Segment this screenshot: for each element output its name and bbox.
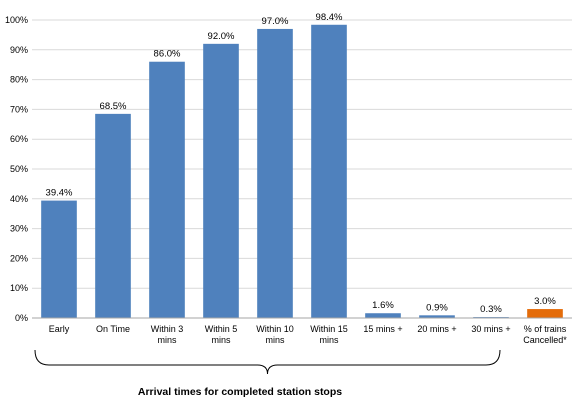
category-label: Early xyxy=(49,324,70,334)
data-label: 0.9% xyxy=(426,302,448,313)
y-tick-label: 80% xyxy=(10,75,28,85)
category-label: On Time xyxy=(96,324,130,334)
data-label: 39.4% xyxy=(46,188,73,199)
bars xyxy=(41,24,563,319)
y-tick-label: 60% xyxy=(10,134,28,144)
bar xyxy=(203,43,239,319)
bar xyxy=(419,315,455,318)
y-tick-label: 30% xyxy=(10,224,28,234)
y-axis-ticks: 0% 10% 20% 30% 40% 50% 60% 70% 80% 90% 100% xyxy=(5,15,28,323)
category-label: % of trains Cancelled* xyxy=(523,324,567,345)
category-label: Within 3 mins xyxy=(151,324,184,345)
bar xyxy=(41,200,77,318)
bar xyxy=(95,113,131,319)
data-label: 68.5% xyxy=(100,101,127,112)
data-label: 98.4% xyxy=(316,12,343,23)
y-tick-label: 0% xyxy=(15,313,28,323)
bar xyxy=(149,61,185,318)
category-label: Within 10 mins xyxy=(256,324,294,345)
data-label: 3.0% xyxy=(534,296,556,307)
data-label: 92.0% xyxy=(208,31,235,42)
data-label: 86.0% xyxy=(154,49,181,60)
bar xyxy=(527,309,563,318)
category-label: 15 mins + xyxy=(363,324,402,334)
x-axis-categories: Early On Time Within 3 mins Within 5 mins With… xyxy=(49,324,568,345)
bar xyxy=(257,28,293,318)
y-tick-label: 10% xyxy=(10,283,28,293)
data-label: 0.3% xyxy=(480,304,502,315)
data-label: 1.6% xyxy=(372,300,394,311)
y-tick-label: 70% xyxy=(10,104,28,114)
y-tick-label: 40% xyxy=(10,194,28,204)
category-brace xyxy=(34,349,501,375)
bar xyxy=(311,24,347,318)
category-label: 20 mins + xyxy=(417,324,456,334)
category-label: Within 15 mins xyxy=(310,324,348,345)
y-tick-label: 90% xyxy=(10,45,28,55)
y-tick-label: 50% xyxy=(10,164,28,174)
category-label: Within 5 mins xyxy=(205,324,238,345)
y-tick-label: 100% xyxy=(5,15,28,25)
x-axis-label: Arrival times for completed station stop… xyxy=(138,386,342,398)
data-labels: 39.4% 68.5% 86.0% 92.0% 97.0% 98.4% 1.6% 0.9% 0.… xyxy=(46,12,557,315)
category-label: 30 mins + xyxy=(471,324,510,334)
data-label: 97.0% xyxy=(262,16,289,27)
y-tick-label: 20% xyxy=(10,253,28,263)
bar xyxy=(365,313,401,318)
